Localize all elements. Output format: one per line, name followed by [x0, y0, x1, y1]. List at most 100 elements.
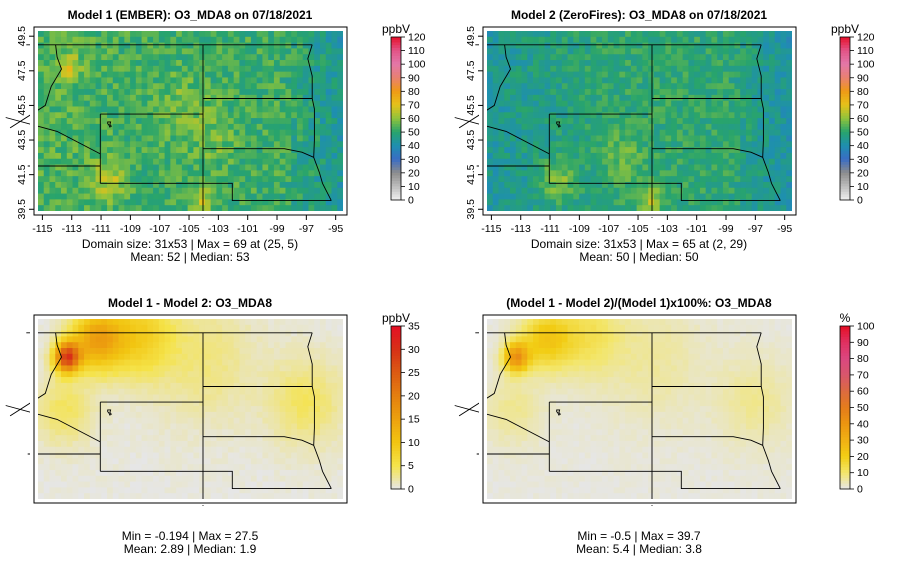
heatmap-cell	[614, 112, 620, 118]
colorbar-segment	[840, 146, 850, 149]
heatmap-cell	[73, 77, 79, 83]
heatmap-cell	[504, 188, 510, 194]
colorbar-segment	[391, 119, 401, 122]
heatmap-cell	[55, 394, 61, 400]
heatmap-cell	[320, 377, 326, 383]
heatmap-cell	[516, 141, 522, 147]
heatmap-cell	[44, 106, 50, 112]
heatmap-cell	[257, 418, 263, 424]
colorbar-segment	[840, 176, 850, 179]
heatmap-cell	[84, 336, 90, 342]
heatmap-cell	[176, 60, 182, 66]
heatmap-cell	[251, 31, 257, 37]
heatmap-cell	[216, 170, 222, 176]
heatmap-cell	[199, 37, 205, 43]
heatmap-cell	[251, 331, 257, 337]
heatmap-cell	[291, 354, 297, 360]
heatmap-cell	[257, 365, 263, 371]
heatmap-cell	[73, 199, 79, 205]
heatmap-cell	[262, 170, 268, 176]
heatmap-cell	[326, 60, 332, 66]
heatmap-cell	[234, 424, 240, 430]
heatmap-cell	[297, 31, 303, 37]
heatmap-cell	[780, 130, 786, 136]
heatmap-cell	[729, 54, 735, 60]
heatmap-cell	[188, 325, 194, 331]
y-tick-label: 49.5	[465, 26, 477, 47]
heatmap-cell	[96, 72, 102, 78]
heatmap-cell	[499, 72, 505, 78]
heatmap-cell	[717, 141, 723, 147]
heatmap-cell	[228, 95, 234, 101]
heatmap-cell	[522, 66, 528, 72]
heatmap-cell	[113, 205, 119, 211]
heatmap-cell	[268, 194, 274, 200]
heatmap-cell	[159, 147, 165, 153]
heatmap-cell	[297, 141, 303, 147]
heatmap-cell	[700, 182, 706, 188]
heatmap-cell	[142, 95, 148, 101]
heatmap-cell	[90, 464, 96, 470]
heatmap-cell	[493, 118, 499, 124]
heatmap-cell	[228, 331, 234, 337]
heatmap-cell	[239, 458, 245, 464]
heatmap-cell	[216, 319, 222, 325]
heatmap-cell	[671, 83, 677, 89]
heatmap-cell	[700, 165, 706, 171]
heatmap-cell	[165, 112, 171, 118]
heatmap-cell	[257, 153, 263, 159]
heatmap-cell	[245, 170, 251, 176]
heatmap-cell	[320, 112, 326, 118]
heatmap-cell	[337, 118, 343, 124]
heatmap-cell	[337, 83, 343, 89]
heatmap-cell	[556, 66, 562, 72]
heatmap-cell	[268, 106, 274, 112]
heatmap-cell	[101, 31, 107, 37]
heatmap-cell	[228, 118, 234, 124]
heatmap-cell	[245, 400, 251, 406]
heatmap-cell	[308, 130, 314, 136]
heatmap-cell	[147, 141, 153, 147]
heatmap-cell	[683, 194, 689, 200]
heatmap-cells	[487, 31, 792, 211]
heatmap-cell	[124, 331, 130, 337]
heatmap-cell	[176, 176, 182, 182]
heatmap-cell	[677, 43, 683, 49]
heatmap-cell	[562, 118, 568, 124]
colorbar-segment	[391, 192, 401, 195]
heatmap-cell	[729, 194, 735, 200]
heatmap-cell	[786, 176, 792, 182]
heatmap-cell	[573, 194, 579, 200]
heatmap-cell	[677, 118, 683, 124]
heatmap-cell	[291, 371, 297, 377]
colorbar-segment	[391, 138, 401, 141]
heatmap-cell	[188, 83, 194, 89]
heatmap-cell	[182, 383, 188, 389]
heatmap-cell	[107, 325, 113, 331]
heatmap-cell	[50, 470, 56, 476]
heatmap-cell	[142, 412, 148, 418]
heatmap-cell	[101, 360, 107, 366]
heatmap-cell	[660, 159, 666, 165]
heatmap-cell	[314, 83, 320, 89]
heatmap-cell	[216, 377, 222, 383]
heatmap-cell	[320, 159, 326, 165]
heatmap-cell	[654, 147, 660, 153]
heatmap-cell	[683, 205, 689, 211]
heatmap-cell	[119, 77, 125, 83]
heatmap-cell	[274, 118, 280, 124]
heatmap-cell	[124, 389, 130, 395]
heatmap-cell	[706, 118, 712, 124]
heatmap-cell	[602, 95, 608, 101]
heatmap-cell	[769, 147, 775, 153]
heatmap-cell	[216, 205, 222, 211]
heatmap-cell	[619, 60, 625, 66]
heatmap-cell	[533, 159, 539, 165]
heatmap-cell	[153, 101, 159, 107]
heatmap-cell	[671, 141, 677, 147]
heatmap-cell	[297, 77, 303, 83]
heatmap-cell	[568, 112, 574, 118]
heatmap-cell	[193, 447, 199, 453]
heatmap-cell	[44, 170, 50, 176]
heatmap-cell	[326, 205, 332, 211]
